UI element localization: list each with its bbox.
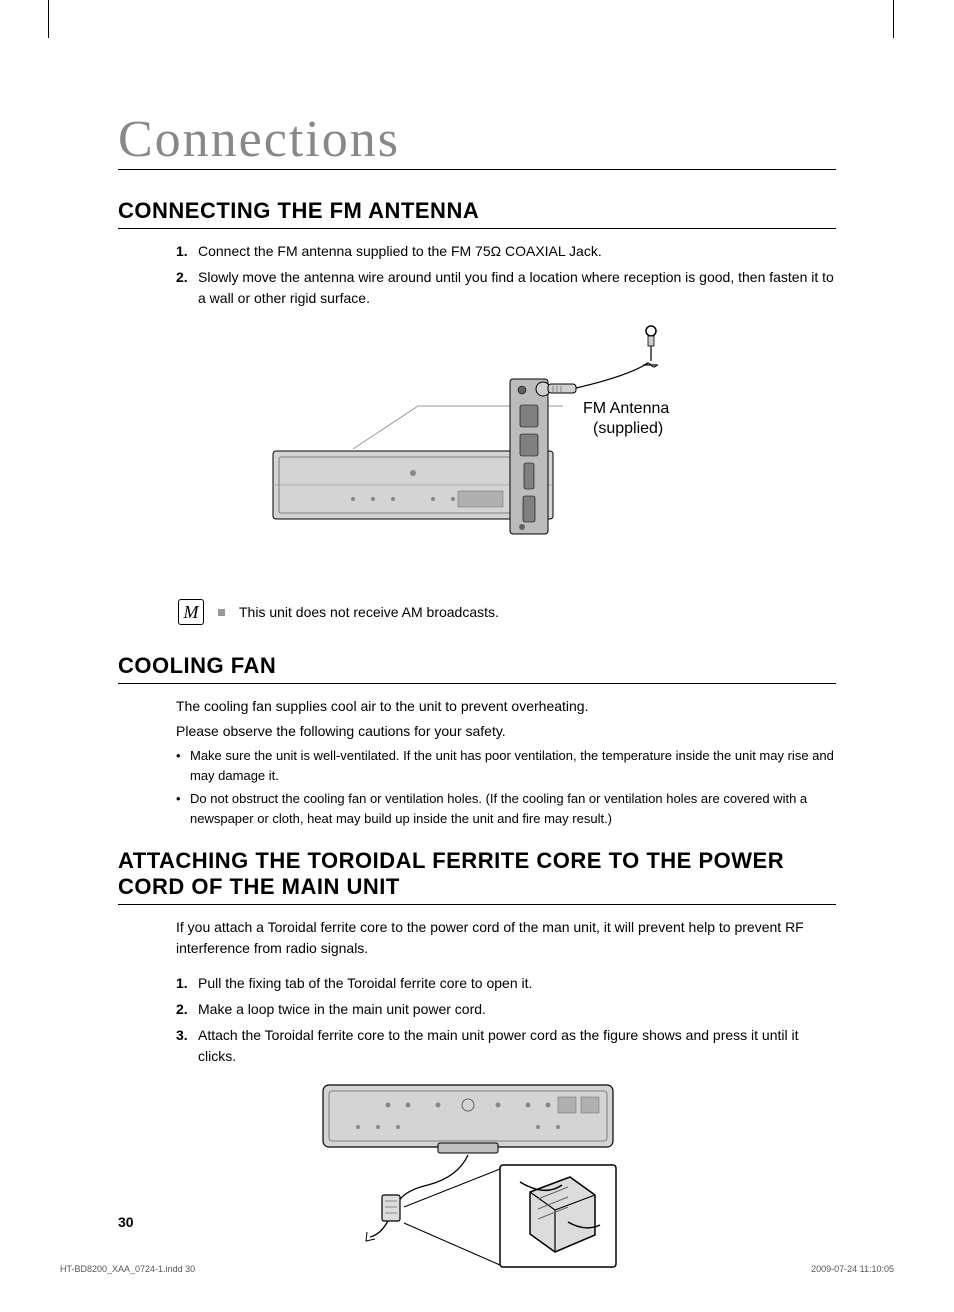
note-block: M This unit does not receive AM broadcas… [178, 599, 836, 625]
body-text: Please observe the following cautions fo… [176, 721, 836, 742]
step-num: 1. [176, 241, 198, 262]
step-text: Pull the fixing tab of the Toroidal ferr… [198, 973, 836, 994]
step-num: 2. [176, 999, 198, 1020]
footer-right: 2009-07-24 11:10:05 [811, 1264, 894, 1274]
body-text: If you attach a Toroidal ferrite core to… [176, 917, 836, 959]
list-item: 2. Make a loop twice in the main unit po… [176, 999, 836, 1020]
step-num: 2. [176, 267, 198, 309]
note-text: This unit does not receive AM broadcasts… [239, 604, 499, 620]
section2-body: The cooling fan supplies cool air to the… [176, 696, 836, 828]
list-item: • Do not obstruct the cooling fan or ven… [176, 789, 836, 828]
section3-body: If you attach a Toroidal ferrite core to… [176, 917, 836, 1067]
diagram-label: (supplied) [593, 420, 663, 437]
fm-steps: 1. Connect the FM antenna supplied to th… [176, 241, 836, 309]
list-item: 3. Attach the Toroidal ferrite core to t… [176, 1025, 836, 1067]
chapter-title: Connections [118, 110, 836, 170]
list-item: 2. Slowly move the antenna wire around u… [176, 267, 836, 309]
footer: HT-BD8200_XAA_0724-1.indd 30 2009-07-24 … [60, 1264, 894, 1274]
section1-body: 1. Connect the FM antenna supplied to th… [176, 241, 836, 309]
page-number: 30 [118, 1214, 134, 1230]
footer-left: HT-BD8200_XAA_0724-1.indd 30 [60, 1264, 195, 1274]
bullet: • [176, 789, 190, 828]
section-heading-fm: CONNECTING THE FM ANTENNA [118, 198, 836, 229]
step-num: 3. [176, 1025, 198, 1067]
diagram-label: FM Antenna [583, 400, 669, 417]
ferrite-diagram [118, 1077, 836, 1272]
list-item: 1. Connect the FM antenna supplied to th… [176, 241, 836, 262]
note-bullet [218, 609, 225, 616]
step-text: Attach the Toroidal ferrite core to the … [198, 1025, 836, 1067]
step-text: Connect the FM antenna supplied to the F… [198, 241, 836, 262]
step-num: 1. [176, 973, 198, 994]
step-text: Make a loop twice in the main unit power… [198, 999, 836, 1020]
bullet-text: Do not obstruct the cooling fan or venti… [190, 789, 836, 828]
cooling-cautions: • Make sure the unit is well-ventilated.… [176, 746, 836, 828]
list-item: • Make sure the unit is well-ventilated.… [176, 746, 836, 785]
note-icon-glyph: M [184, 602, 199, 623]
bullet-text: Make sure the unit is well-ventilated. I… [190, 746, 836, 785]
page-content: Connections CONNECTING THE FM ANTENNA 1.… [0, 0, 954, 1272]
crop-mark [48, 0, 49, 38]
bullet: • [176, 746, 190, 785]
crop-mark [893, 0, 894, 38]
note-icon: M [178, 599, 204, 625]
fm-antenna-diagram: FM Antenna (supplied) [118, 321, 836, 581]
section-heading-ferrite: ATTACHING THE TOROIDAL FERRITE CORE TO T… [118, 848, 836, 905]
ferrite-steps: 1. Pull the fixing tab of the Toroidal f… [176, 973, 836, 1067]
section-heading-cooling: COOLING FAN [118, 653, 836, 684]
list-item: 1. Pull the fixing tab of the Toroidal f… [176, 973, 836, 994]
step-text: Slowly move the antenna wire around unti… [198, 267, 836, 309]
body-text: The cooling fan supplies cool air to the… [176, 696, 836, 717]
